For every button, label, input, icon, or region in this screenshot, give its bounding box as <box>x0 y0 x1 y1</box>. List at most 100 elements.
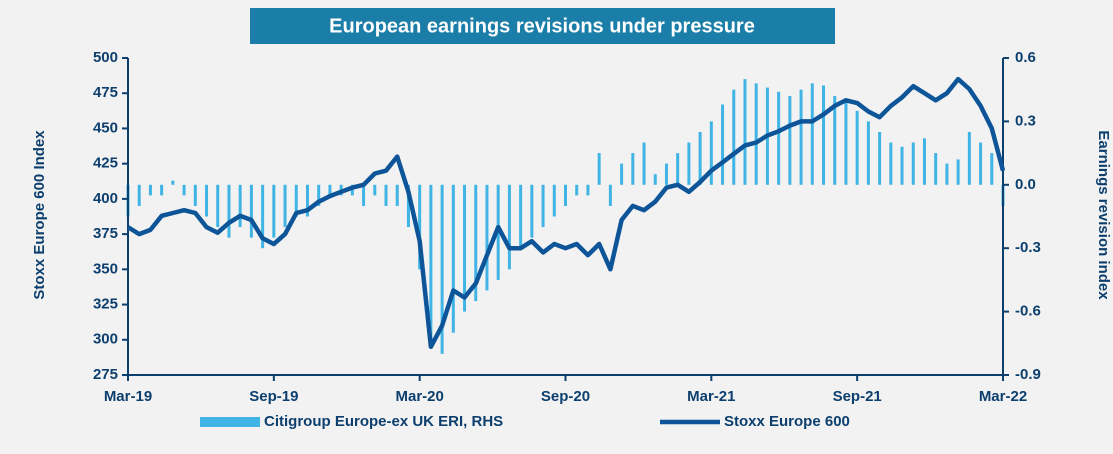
bar <box>564 184 567 206</box>
bar <box>777 91 781 185</box>
y-axis-title: Stoxx Europe 600 Index <box>31 130 48 300</box>
bar <box>664 163 668 185</box>
bar <box>967 131 971 185</box>
bar <box>474 184 478 302</box>
bar <box>463 184 467 312</box>
bar <box>384 184 388 206</box>
bar <box>451 184 455 333</box>
bar <box>216 184 220 228</box>
bar <box>171 180 175 185</box>
x-tick-label: Mar-22 <box>979 388 1027 405</box>
bar <box>429 184 433 344</box>
bar <box>148 184 152 196</box>
y-tick-label: 350 <box>93 260 118 277</box>
bar <box>283 184 287 228</box>
bar <box>833 96 837 185</box>
line <box>126 76 1006 350</box>
bar <box>530 184 534 238</box>
bar <box>900 146 904 185</box>
bar <box>844 100 848 185</box>
x-tick-label: Mar-20 <box>395 388 443 405</box>
bar <box>575 184 579 196</box>
bar <box>373 184 377 196</box>
legend-swatch <box>200 417 260 427</box>
bar <box>418 184 422 270</box>
bar <box>597 153 601 185</box>
y-tick-label: 475 <box>93 84 118 101</box>
bar <box>350 184 354 196</box>
bar <box>990 153 994 185</box>
bar <box>519 184 523 249</box>
title-banner <box>250 8 835 44</box>
bar <box>507 184 511 270</box>
bar <box>721 104 725 185</box>
y-tick-label: 400 <box>93 190 118 207</box>
x-tick-label: Mar-21 <box>687 388 735 405</box>
y2-tick-label: 0.3 <box>1015 112 1036 129</box>
x-tick-label: Sep-21 <box>833 388 882 405</box>
bar <box>294 184 298 217</box>
bar <box>810 83 814 185</box>
bar <box>788 96 792 185</box>
bar <box>922 138 926 185</box>
bar <box>160 184 164 196</box>
legend-label: Citigroup Europe-ex UK ERI, RHS <box>264 413 503 430</box>
bar <box>305 184 309 217</box>
bar <box>249 184 253 238</box>
y-tick-label: 275 <box>93 366 118 383</box>
y-tick-label: 425 <box>93 155 118 172</box>
y2-tick-label: 0.0 <box>1015 176 1036 193</box>
bar <box>979 142 983 185</box>
bar <box>205 184 209 217</box>
bar <box>911 142 915 185</box>
bar <box>743 79 747 185</box>
bar <box>440 184 444 354</box>
bar <box>608 184 612 206</box>
bar <box>956 159 960 185</box>
bar <box>586 184 590 196</box>
bar <box>653 174 657 185</box>
bar <box>552 184 556 217</box>
bar <box>709 121 713 185</box>
y2-tick-label: -0.9 <box>1015 366 1041 383</box>
y-tick-label: 375 <box>93 225 118 242</box>
bar <box>620 163 624 185</box>
y-tick-label: 500 <box>93 49 118 66</box>
legend-label: Stoxx Europe 600 <box>724 413 850 430</box>
y2-tick-label: 0.6 <box>1015 49 1036 66</box>
bar <box>317 184 321 206</box>
y-tick-label: 450 <box>93 119 118 136</box>
bar <box>676 153 680 185</box>
bar <box>642 142 646 185</box>
bar <box>934 153 938 185</box>
bar <box>406 184 410 228</box>
bar <box>328 184 332 196</box>
bar <box>855 110 859 185</box>
x-tick-label: Mar-19 <box>104 388 152 405</box>
bar <box>395 184 399 206</box>
bar <box>878 131 882 185</box>
bar <box>261 184 265 249</box>
chart-title: European earnings revisions under pressu… <box>329 15 755 37</box>
bar <box>822 85 826 185</box>
bar <box>754 83 758 185</box>
y2-tick-label: -0.3 <box>1015 239 1041 256</box>
y2-tick-label: -0.6 <box>1015 303 1041 320</box>
bar <box>732 89 736 185</box>
bar <box>193 184 197 206</box>
y2-axis-title: Earnings revision index <box>1095 130 1112 300</box>
bar <box>272 184 276 238</box>
y-tick-label: 325 <box>93 296 118 313</box>
y-tick-label: 300 <box>93 331 118 348</box>
bar <box>227 184 231 238</box>
x-tick-label: Sep-19 <box>249 388 298 405</box>
bar <box>698 131 702 185</box>
bar <box>362 184 366 206</box>
bar <box>541 184 545 228</box>
bar <box>799 89 803 185</box>
bar <box>631 153 635 185</box>
bar <box>687 142 691 185</box>
bar <box>238 184 242 228</box>
bar <box>945 163 949 185</box>
